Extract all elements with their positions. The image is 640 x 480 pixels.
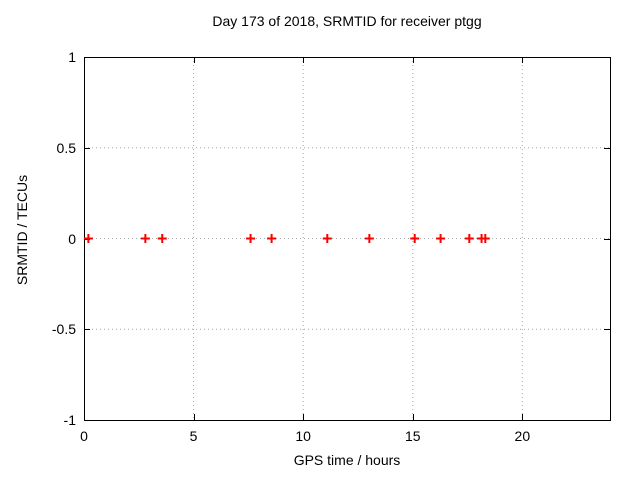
data-point-marker bbox=[140, 234, 150, 243]
data-point-marker bbox=[322, 234, 332, 243]
data-point-marker bbox=[480, 234, 490, 243]
x-tick-label: 15 bbox=[404, 428, 421, 444]
chart-title: Day 173 of 2018, SRMTID for receiver ptg… bbox=[212, 13, 482, 29]
x-tick-label: 20 bbox=[514, 428, 531, 444]
data-point-marker bbox=[267, 234, 277, 243]
data-point-marker bbox=[246, 234, 256, 243]
y-tick-label: -0.5 bbox=[51, 321, 76, 338]
x-tick-label: 5 bbox=[189, 428, 198, 444]
x-tick-label: 10 bbox=[295, 428, 311, 444]
data-point-marker bbox=[436, 234, 446, 243]
data-point-marker bbox=[364, 234, 374, 243]
x-tick-label: 0 bbox=[80, 428, 88, 444]
y-tick-label: 1 bbox=[68, 49, 76, 65]
data-point-marker bbox=[410, 234, 420, 243]
data-point-marker bbox=[464, 234, 474, 243]
y-tick-label: 0.5 bbox=[56, 139, 76, 156]
data-point-marker bbox=[83, 234, 93, 243]
x-axis-label: GPS time / hours bbox=[293, 452, 401, 468]
y-tick-label: -1 bbox=[63, 412, 76, 428]
data-point-marker bbox=[157, 234, 167, 243]
y-tick-label: 0 bbox=[68, 230, 76, 247]
